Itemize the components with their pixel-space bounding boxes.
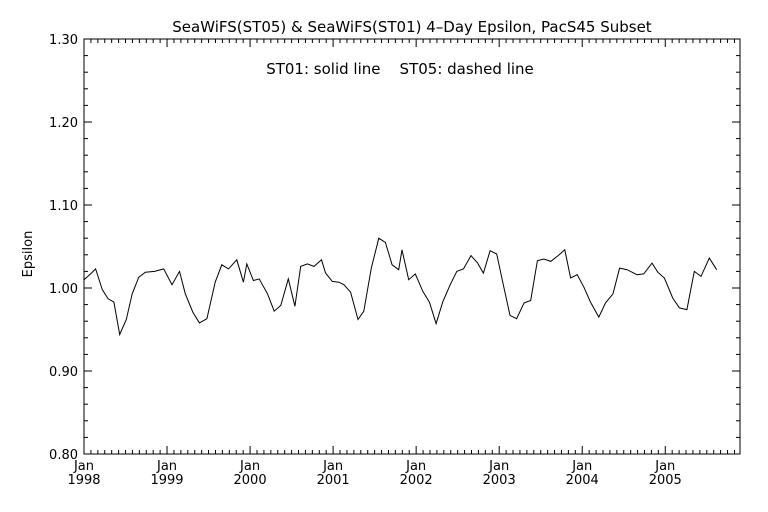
- series-layer: [83, 237, 718, 337]
- y-tick-label: 0.80: [49, 448, 78, 463]
- x-tick-label-year: 2004: [566, 473, 599, 488]
- x-axis-ticks: Jan1998Jan1999Jan2000Jan2001Jan2002Jan20…: [67, 39, 735, 488]
- x-tick-label-month: Jan: [654, 459, 675, 474]
- plot-area-frame: [83, 38, 741, 455]
- x-tick-label-month: Jan: [156, 459, 177, 474]
- x-tick-label-month: Jan: [322, 459, 343, 474]
- line-style-annotation: ST01: solid line ST05: dashed line: [266, 60, 534, 78]
- x-tick-label-month: Jan: [488, 459, 509, 474]
- x-tick-label-month: Jan: [405, 459, 426, 474]
- x-tick-label-year: 2005: [649, 473, 682, 488]
- x-tick-label-year: 1999: [150, 473, 183, 488]
- chart-title: SeaWiFS(ST05) & SeaWiFS(ST01) 4–Day Epsi…: [172, 18, 652, 36]
- x-tick-label-month: Jan: [571, 459, 592, 474]
- series-line-solid: [83, 237, 718, 337]
- y-tick-label: 1.00: [49, 282, 78, 297]
- x-tick-label-year: 2002: [400, 473, 433, 488]
- y-tick-label: 1.30: [49, 33, 78, 48]
- x-tick-label-year: 2001: [317, 473, 350, 488]
- y-tick-label: 1.10: [49, 199, 78, 214]
- x-tick-label-month: Jan: [239, 459, 260, 474]
- y-tick-label: 0.90: [49, 365, 78, 380]
- x-tick-label-year: 2000: [234, 473, 267, 488]
- x-tick-label-year: 1998: [67, 473, 100, 488]
- y-axis-ticks: 0.80 0.90 1.00 1.10 1.20 1.30: [49, 33, 740, 463]
- y-axis-label: Epsilon: [21, 231, 36, 278]
- x-tick-label-year: 2003: [483, 473, 516, 488]
- x-tick-label-month: Jan: [73, 459, 94, 474]
- y-tick-label: 1.20: [49, 116, 78, 131]
